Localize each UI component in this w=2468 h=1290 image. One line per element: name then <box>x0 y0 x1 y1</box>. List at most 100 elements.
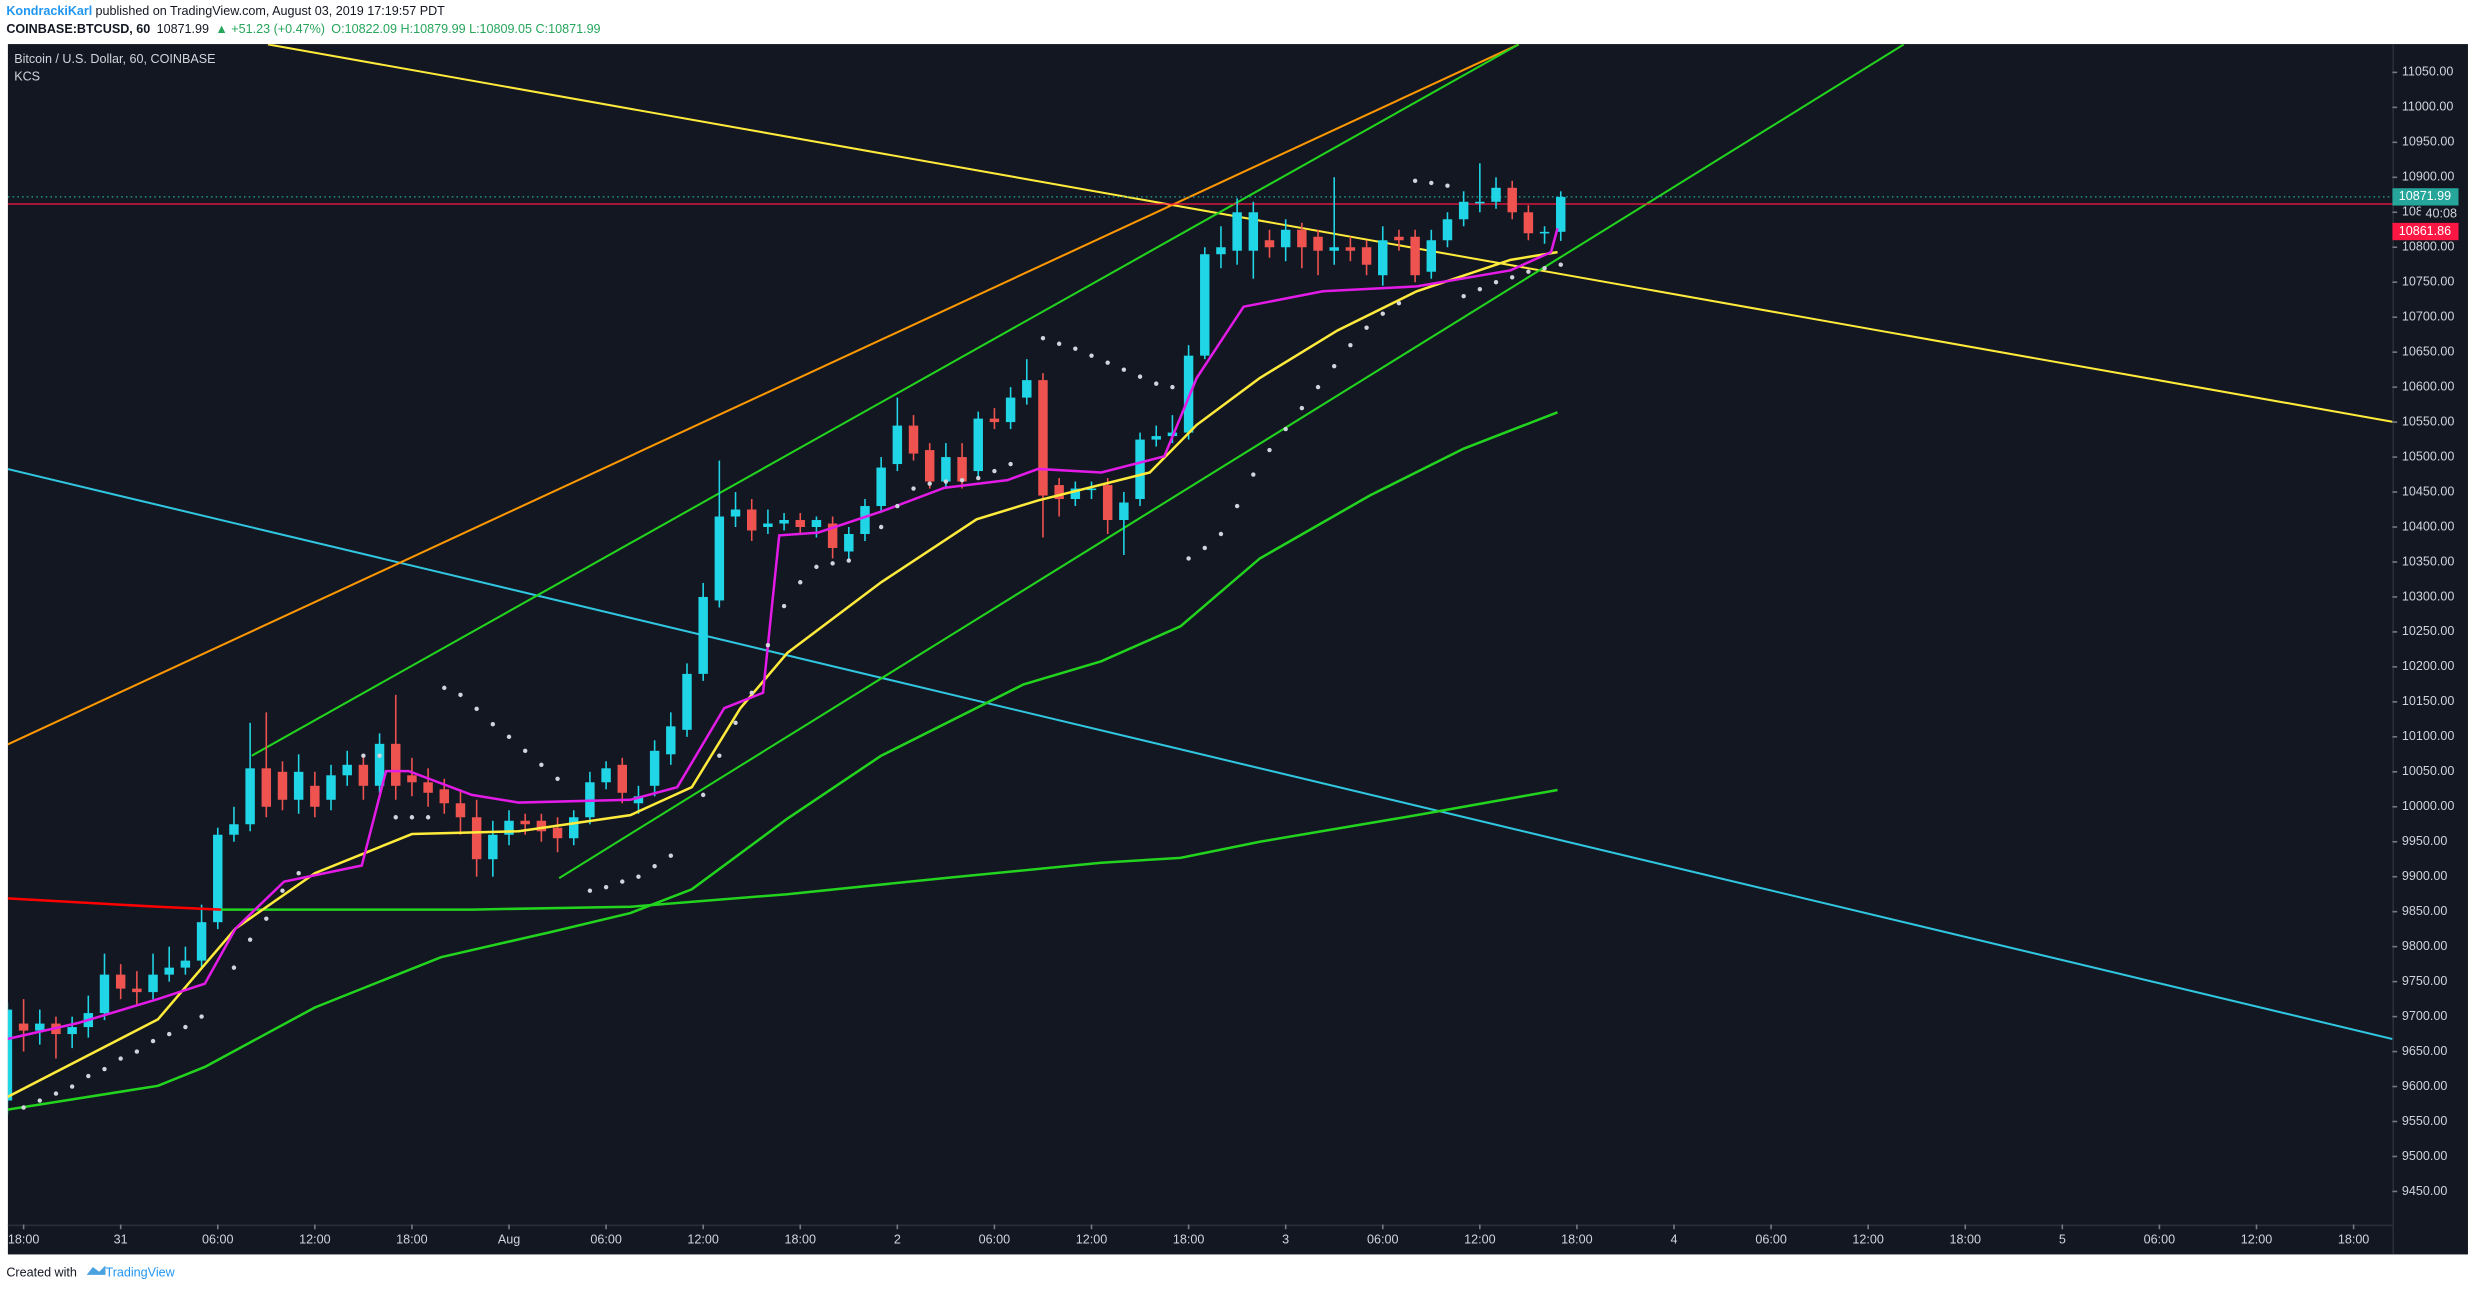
y-tick-label: 10150.00 <box>2402 694 2454 708</box>
x-tick-label: 12:00 <box>687 1233 718 1247</box>
candle-body <box>1458 201 1469 220</box>
sar-dot <box>1234 503 1240 509</box>
candle-body <box>504 820 514 835</box>
candle-body <box>649 750 660 786</box>
x-tick-label: 2 <box>894 1233 901 1247</box>
candle-body <box>1442 219 1453 241</box>
candle-body <box>779 520 789 524</box>
sar-dot <box>474 706 479 712</box>
author[interactable]: KondrackiKarl <box>6 4 92 18</box>
sar-dot <box>1202 545 1207 551</box>
sar-dot <box>1348 342 1353 348</box>
candle-body <box>1183 355 1194 433</box>
sar-dot <box>1218 531 1224 537</box>
y-tick-label: 9550.00 <box>2402 1114 2447 1128</box>
x-tick-label: 12:00 <box>299 1233 330 1247</box>
sar-dot <box>1509 275 1515 280</box>
candle-body <box>1119 502 1129 521</box>
x-tick-label: 06:00 <box>1755 1233 1786 1247</box>
sar-dot <box>668 853 674 858</box>
sar-dot <box>1332 363 1337 369</box>
candle-body <box>488 834 498 860</box>
candle-body <box>698 596 708 674</box>
candle-body <box>261 768 272 807</box>
sar-dot <box>846 558 852 563</box>
y-tick-label: 10450.00 <box>2402 484 2454 498</box>
x-tick-label: Aug <box>498 1233 520 1247</box>
candle-body <box>989 418 1000 423</box>
candle-body <box>795 520 805 528</box>
candle-body <box>924 450 935 482</box>
candle-body <box>1523 212 1534 234</box>
sar-dot <box>458 692 463 698</box>
candle-body <box>326 775 336 800</box>
sar-dot <box>1008 461 1013 467</box>
brand[interactable]: TradingView <box>105 1266 175 1280</box>
candle-body <box>1216 247 1226 255</box>
y-tick-label: 10500.00 <box>2402 449 2454 463</box>
y-tick-label: 10400.00 <box>2402 519 2454 533</box>
ohlc: O:10822.09 H:10879.99 L:10809.05 C:10871… <box>331 22 600 36</box>
sar-dot <box>37 1098 42 1103</box>
y-tick-label: 10600.00 <box>2402 379 2454 393</box>
sar-dot <box>280 888 285 893</box>
candle-body <box>229 824 239 835</box>
candle-body <box>1378 240 1388 276</box>
trend-line <box>267 44 2393 423</box>
candle-body <box>277 771 288 800</box>
sar-dot <box>1299 405 1305 411</box>
candle-body <box>1426 240 1437 272</box>
red-price-label: 10861.86 <box>2399 224 2451 238</box>
candle-body <box>763 523 773 528</box>
y-tick-label: 10250.00 <box>2402 624 2454 638</box>
candle-body <box>1329 247 1339 251</box>
candle-body <box>860 506 870 535</box>
sar-dot <box>21 1105 26 1110</box>
candle-body <box>455 803 466 818</box>
sar-dot <box>1056 341 1062 346</box>
moving-average <box>220 788 1558 911</box>
candle-body <box>730 509 741 517</box>
sar-dot <box>1315 384 1321 390</box>
moving-average <box>7 411 1558 1111</box>
candle-body <box>973 418 983 472</box>
plot <box>7 44 2393 1115</box>
y-tick-label: 10050.00 <box>2402 764 2454 778</box>
sar-dot <box>264 916 269 921</box>
sar-dot <box>943 479 949 484</box>
sar-dot <box>296 871 301 876</box>
candle-body <box>67 1027 77 1035</box>
y-tick-label: 10200.00 <box>2402 659 2454 673</box>
y-tick-label: 10000.00 <box>2402 799 2454 813</box>
candle-body <box>164 967 174 975</box>
sar-dot <box>830 561 835 566</box>
sar-dot <box>539 762 544 768</box>
chart-title: Bitcoin / U.S. Dollar, 60, COINBASE <box>14 52 215 66</box>
candle-body <box>682 673 692 730</box>
sar-dot <box>700 792 706 798</box>
candle-body <box>714 516 725 601</box>
sar-dot <box>522 748 528 754</box>
trend-line <box>558 44 1905 879</box>
sar-dot <box>231 965 237 970</box>
sar-dot <box>1380 311 1385 316</box>
candle-body <box>1070 488 1081 500</box>
y-tick-label: 10700.00 <box>2402 310 2454 324</box>
last-price-box <box>2392 188 2459 206</box>
sar-dot <box>442 685 447 691</box>
quote-line: COINBASE:BTCUSD, 60 10871.99 ▲ +51.23 (+0.… <box>6 22 600 36</box>
candle-body <box>908 425 919 454</box>
y-tick-label: 9800.00 <box>2402 939 2447 953</box>
y-tick-label: 11000.00 <box>2402 100 2454 114</box>
sar-dot <box>895 503 900 509</box>
x-tick-label: 18:00 <box>396 1233 427 1247</box>
candle-body <box>358 764 369 786</box>
x-tick-label: 06:00 <box>202 1233 233 1247</box>
sar-dot <box>1364 325 1369 330</box>
candle-body <box>407 775 417 783</box>
x-tick-label: 06:00 <box>590 1233 621 1247</box>
candle-body <box>1313 236 1323 251</box>
axes: 9450.00 9500.00 9550.00 9600.00 9650.00 9700.… <box>8 65 2459 1247</box>
published: published on TradingView.com, August 03,… <box>95 4 445 18</box>
sar-dot <box>911 486 916 491</box>
